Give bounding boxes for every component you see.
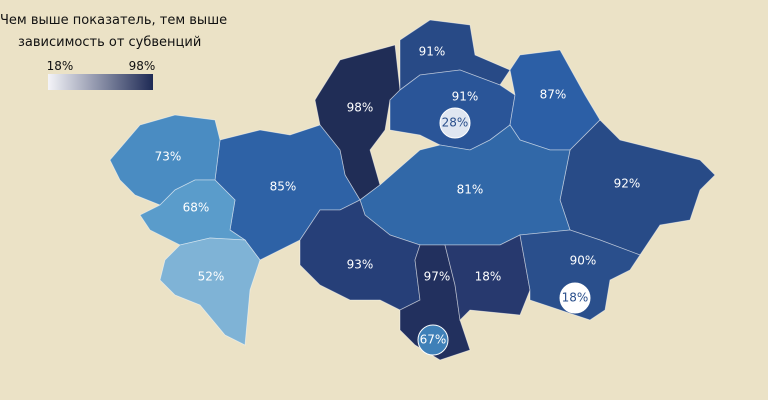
city-marker (439, 107, 471, 139)
title-line: зависимость от субвенций (18, 35, 201, 50)
region-label: 90% (570, 254, 597, 268)
legend-min: 18% (47, 59, 74, 73)
region-label: 81% (457, 183, 484, 197)
region-label: 91% (419, 45, 446, 59)
region-label: 93% (347, 258, 374, 272)
region-label: 92% (614, 177, 641, 191)
region-label: 85% (270, 180, 297, 194)
region-label: 91% (452, 90, 479, 104)
city-label: 18% (562, 291, 589, 305)
region-label: 52% (198, 270, 225, 284)
title-line: Чем выше показатель, тем выше (0, 13, 227, 28)
region (519, 229, 641, 321)
region (444, 234, 531, 321)
city-marker (417, 324, 449, 356)
city-label: 28% (442, 116, 469, 130)
city-marker (559, 282, 591, 314)
region-label: 97% (424, 270, 451, 284)
region-label: 68% (183, 201, 210, 215)
region (159, 237, 261, 346)
region-label: 98% (347, 101, 374, 115)
region-label: 73% (155, 150, 182, 164)
legend-max: 98% (129, 59, 156, 73)
region-label: 87% (540, 88, 567, 102)
region-label: 18% (475, 270, 502, 284)
city-label: 67% (420, 333, 447, 347)
legend-gradient (48, 74, 153, 90)
region (139, 179, 247, 246)
